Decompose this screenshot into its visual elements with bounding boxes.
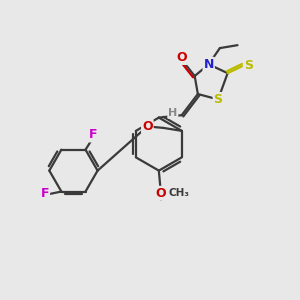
Text: S: S [214, 93, 223, 106]
Text: O: O [156, 187, 166, 200]
Text: O: O [177, 51, 187, 64]
Text: O: O [142, 120, 153, 133]
Text: F: F [40, 188, 49, 200]
Text: S: S [244, 59, 253, 72]
Text: CH₃: CH₃ [169, 188, 190, 198]
Text: N: N [203, 58, 214, 71]
Text: F: F [89, 128, 98, 142]
Text: H: H [168, 108, 177, 118]
